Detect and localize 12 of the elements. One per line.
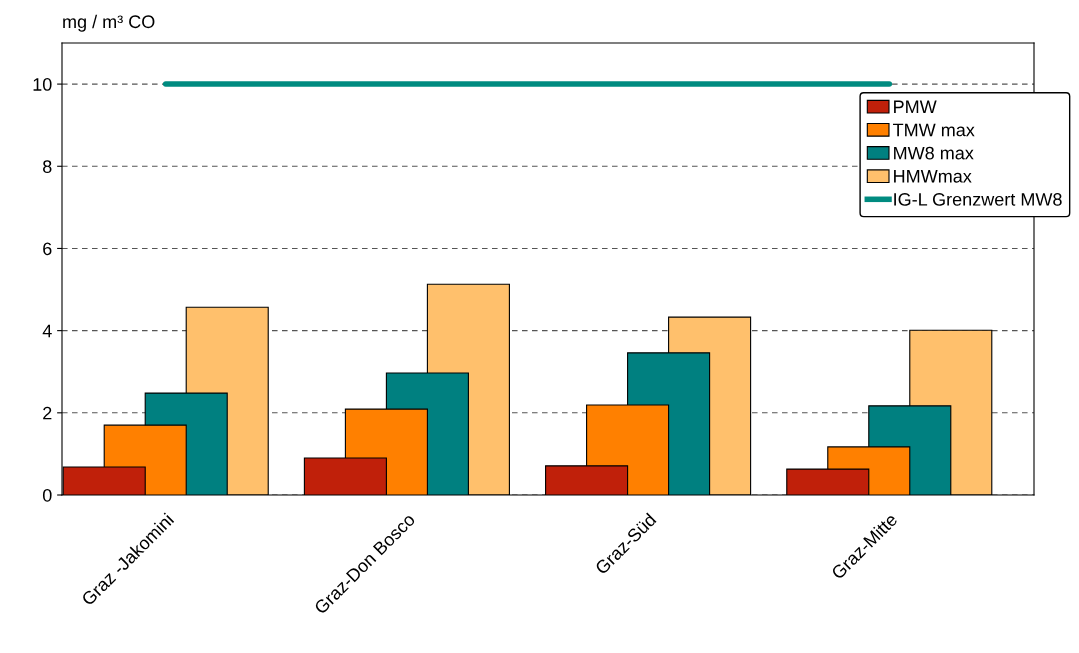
legend-label: PMW [894,100,937,114]
y-tick-label: 2 [43,406,52,420]
y-tick-label: 6 [43,242,52,256]
legend-label: TMW max [893,123,975,137]
y-tick-label: 8 [43,160,52,173]
y-tick-label: 0 [42,488,52,502]
legend-label: HMWmax [894,170,972,183]
y-axis-title: mg / m³ CO [63,14,155,32]
y-tick-label: 10 [33,78,52,91]
y-tick-label: 4 [42,324,52,338]
legend-label: MW8 max [894,146,974,160]
legend-label: IG-L Grenzwert MW8 [894,193,1062,206]
